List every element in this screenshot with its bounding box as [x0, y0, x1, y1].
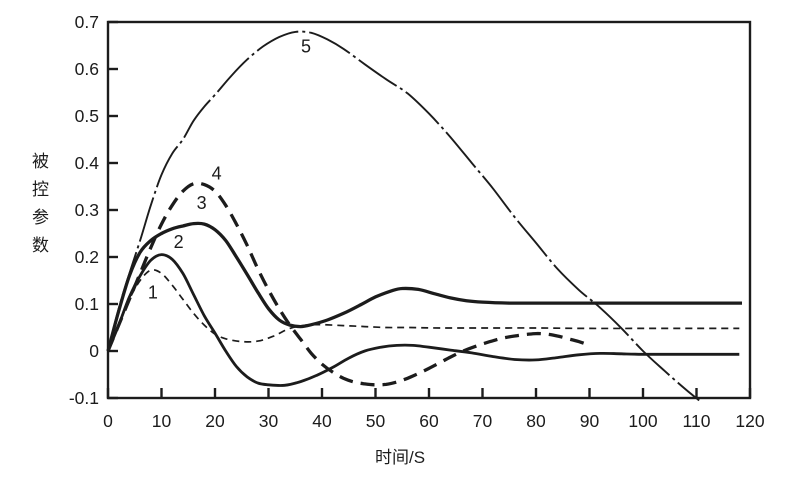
curve-5-label: 5: [301, 36, 311, 56]
y-axis-title: 被控参数: [29, 152, 48, 264]
curve-5-line: [107, 30, 700, 402]
curve-3-label: 3: [197, 193, 207, 213]
x-tick-label: 50: [366, 411, 386, 431]
x-tick-label: 90: [580, 411, 600, 431]
x-tick-label: 100: [628, 411, 657, 431]
y-tick-label: 0: [89, 341, 99, 361]
x-tick-label: 0: [103, 411, 113, 431]
x-tick-label: 80: [526, 411, 546, 431]
y-tick-label: 0.6: [75, 59, 99, 79]
y-tick-label: -0.1: [69, 388, 99, 408]
x-tick-label: 40: [312, 411, 332, 431]
curve-4-line: [106, 181, 591, 387]
x-tick-label: 10: [152, 411, 172, 431]
x-tick-label: 20: [205, 411, 225, 431]
curve-1-label: 1: [148, 282, 158, 302]
x-tick-label: 120: [735, 411, 764, 431]
curve-2-line: [106, 253, 740, 387]
y-tick-label: 0.2: [75, 247, 99, 267]
x-tick-label: 70: [473, 411, 493, 431]
curve-3-line: [106, 221, 742, 352]
x-tick-label: 30: [259, 411, 279, 431]
x-axis-title: 时间/S: [374, 448, 426, 467]
x-tick-label: 110: [683, 411, 711, 431]
y-tick-label: 0.4: [75, 153, 100, 173]
y-tick-label: 0.5: [75, 106, 99, 126]
curve-1-line: [107, 268, 740, 352]
curve-4-label: 4: [212, 163, 222, 183]
y-tick-label: 0.7: [75, 12, 99, 32]
curve-2-label: 2: [174, 232, 184, 252]
y-tick-label: 0.1: [75, 294, 99, 314]
x-tick-label: 60: [419, 411, 439, 431]
y-tick-label: 0.3: [75, 200, 99, 220]
